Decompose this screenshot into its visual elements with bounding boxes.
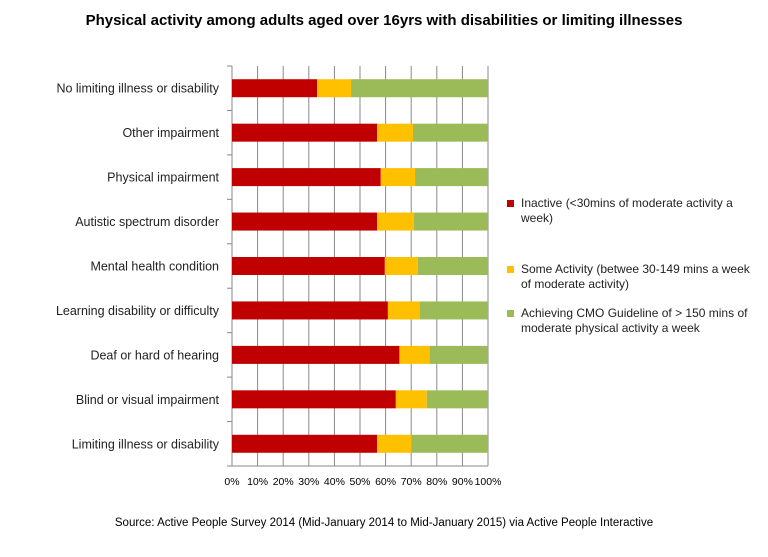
legend-swatch xyxy=(507,200,514,207)
x-tick-label: 40% xyxy=(324,476,345,488)
bar-segment-achieving-guideline xyxy=(351,79,488,98)
x-tick-label: 70% xyxy=(401,476,422,488)
bar-segment-inactive xyxy=(232,257,385,275)
legend-swatch xyxy=(507,310,514,317)
x-tick-label: 90% xyxy=(452,476,473,488)
legend-item: Inactive (<30mins of moderate activity a… xyxy=(507,196,757,226)
bar-segment-inactive xyxy=(232,79,317,98)
x-tick-label: 80% xyxy=(426,476,447,488)
bar-segment-some-activity xyxy=(377,123,413,142)
source-note: Source: Active People Survey 2014 (Mid-J… xyxy=(114,517,654,529)
category-label: Physical impairment xyxy=(107,171,219,185)
legend-label: Some Activity (betwee 30-149 mins a week… xyxy=(521,262,750,291)
bar-segment-some-activity xyxy=(399,345,430,364)
bar-segment-inactive xyxy=(232,345,400,364)
chart-title: Physical activity among adults aged over… xyxy=(85,12,683,29)
x-tick-label: 10% xyxy=(247,476,268,488)
bar-segment-achieving-guideline xyxy=(419,301,488,320)
legend-label: Inactive (<30mins of moderate activity a… xyxy=(521,196,733,225)
bar-segment-achieving-guideline xyxy=(414,212,488,231)
category-label: Mental health condition xyxy=(90,260,219,274)
category-label: Autistic spectrum disorder xyxy=(75,215,219,229)
bar-segment-achieving-guideline xyxy=(415,168,488,187)
bar-segment-achieving-guideline xyxy=(411,434,488,453)
bar-segment-achieving-guideline xyxy=(417,257,488,275)
bar-segment-achieving-guideline xyxy=(429,345,488,364)
x-tick-label: 20% xyxy=(273,476,294,488)
legend-label: Achieving CMO Guideline of > 150 mins of… xyxy=(521,306,748,335)
bar-segment-inactive xyxy=(232,123,378,142)
bar-segment-some-activity xyxy=(387,301,420,320)
bar-segment-inactive xyxy=(232,390,396,409)
bar-segment-inactive xyxy=(232,212,378,231)
x-tick-label: 100% xyxy=(475,476,502,488)
bar-segment-some-activity xyxy=(316,79,352,98)
x-tick-label: 0% xyxy=(224,476,239,488)
bar-segment-some-activity xyxy=(377,212,415,231)
category-label: Other impairment xyxy=(122,126,219,140)
category-label: Learning disability or difficulty xyxy=(56,304,220,318)
bar-segment-some-activity xyxy=(395,390,427,409)
category-label: No limiting illness or disability xyxy=(56,82,219,96)
bar-segment-inactive xyxy=(232,434,378,453)
legend-item: Some Activity (betwee 30-149 mins a week… xyxy=(507,262,757,292)
category-label: Deaf or hard of hearing xyxy=(90,348,219,362)
bar-segment-inactive xyxy=(232,168,381,187)
legend-item: Achieving CMO Guideline of > 150 mins of… xyxy=(507,306,757,336)
category-label: Blind or visual impairment xyxy=(76,393,220,407)
x-tick-label: 60% xyxy=(375,476,396,488)
x-tick-label: 30% xyxy=(298,476,319,488)
bar-segment-inactive xyxy=(232,301,388,320)
bar-segment-some-activity xyxy=(384,257,418,275)
legend-swatch xyxy=(507,266,514,273)
x-tick-label: 50% xyxy=(349,476,370,488)
bar-segment-achieving-guideline xyxy=(412,123,488,142)
bar-segment-some-activity xyxy=(380,168,416,187)
bar-segment-achieving-guideline xyxy=(426,390,488,409)
bar-segment-some-activity xyxy=(377,434,412,453)
category-label: Limiting illness or disability xyxy=(72,437,220,451)
